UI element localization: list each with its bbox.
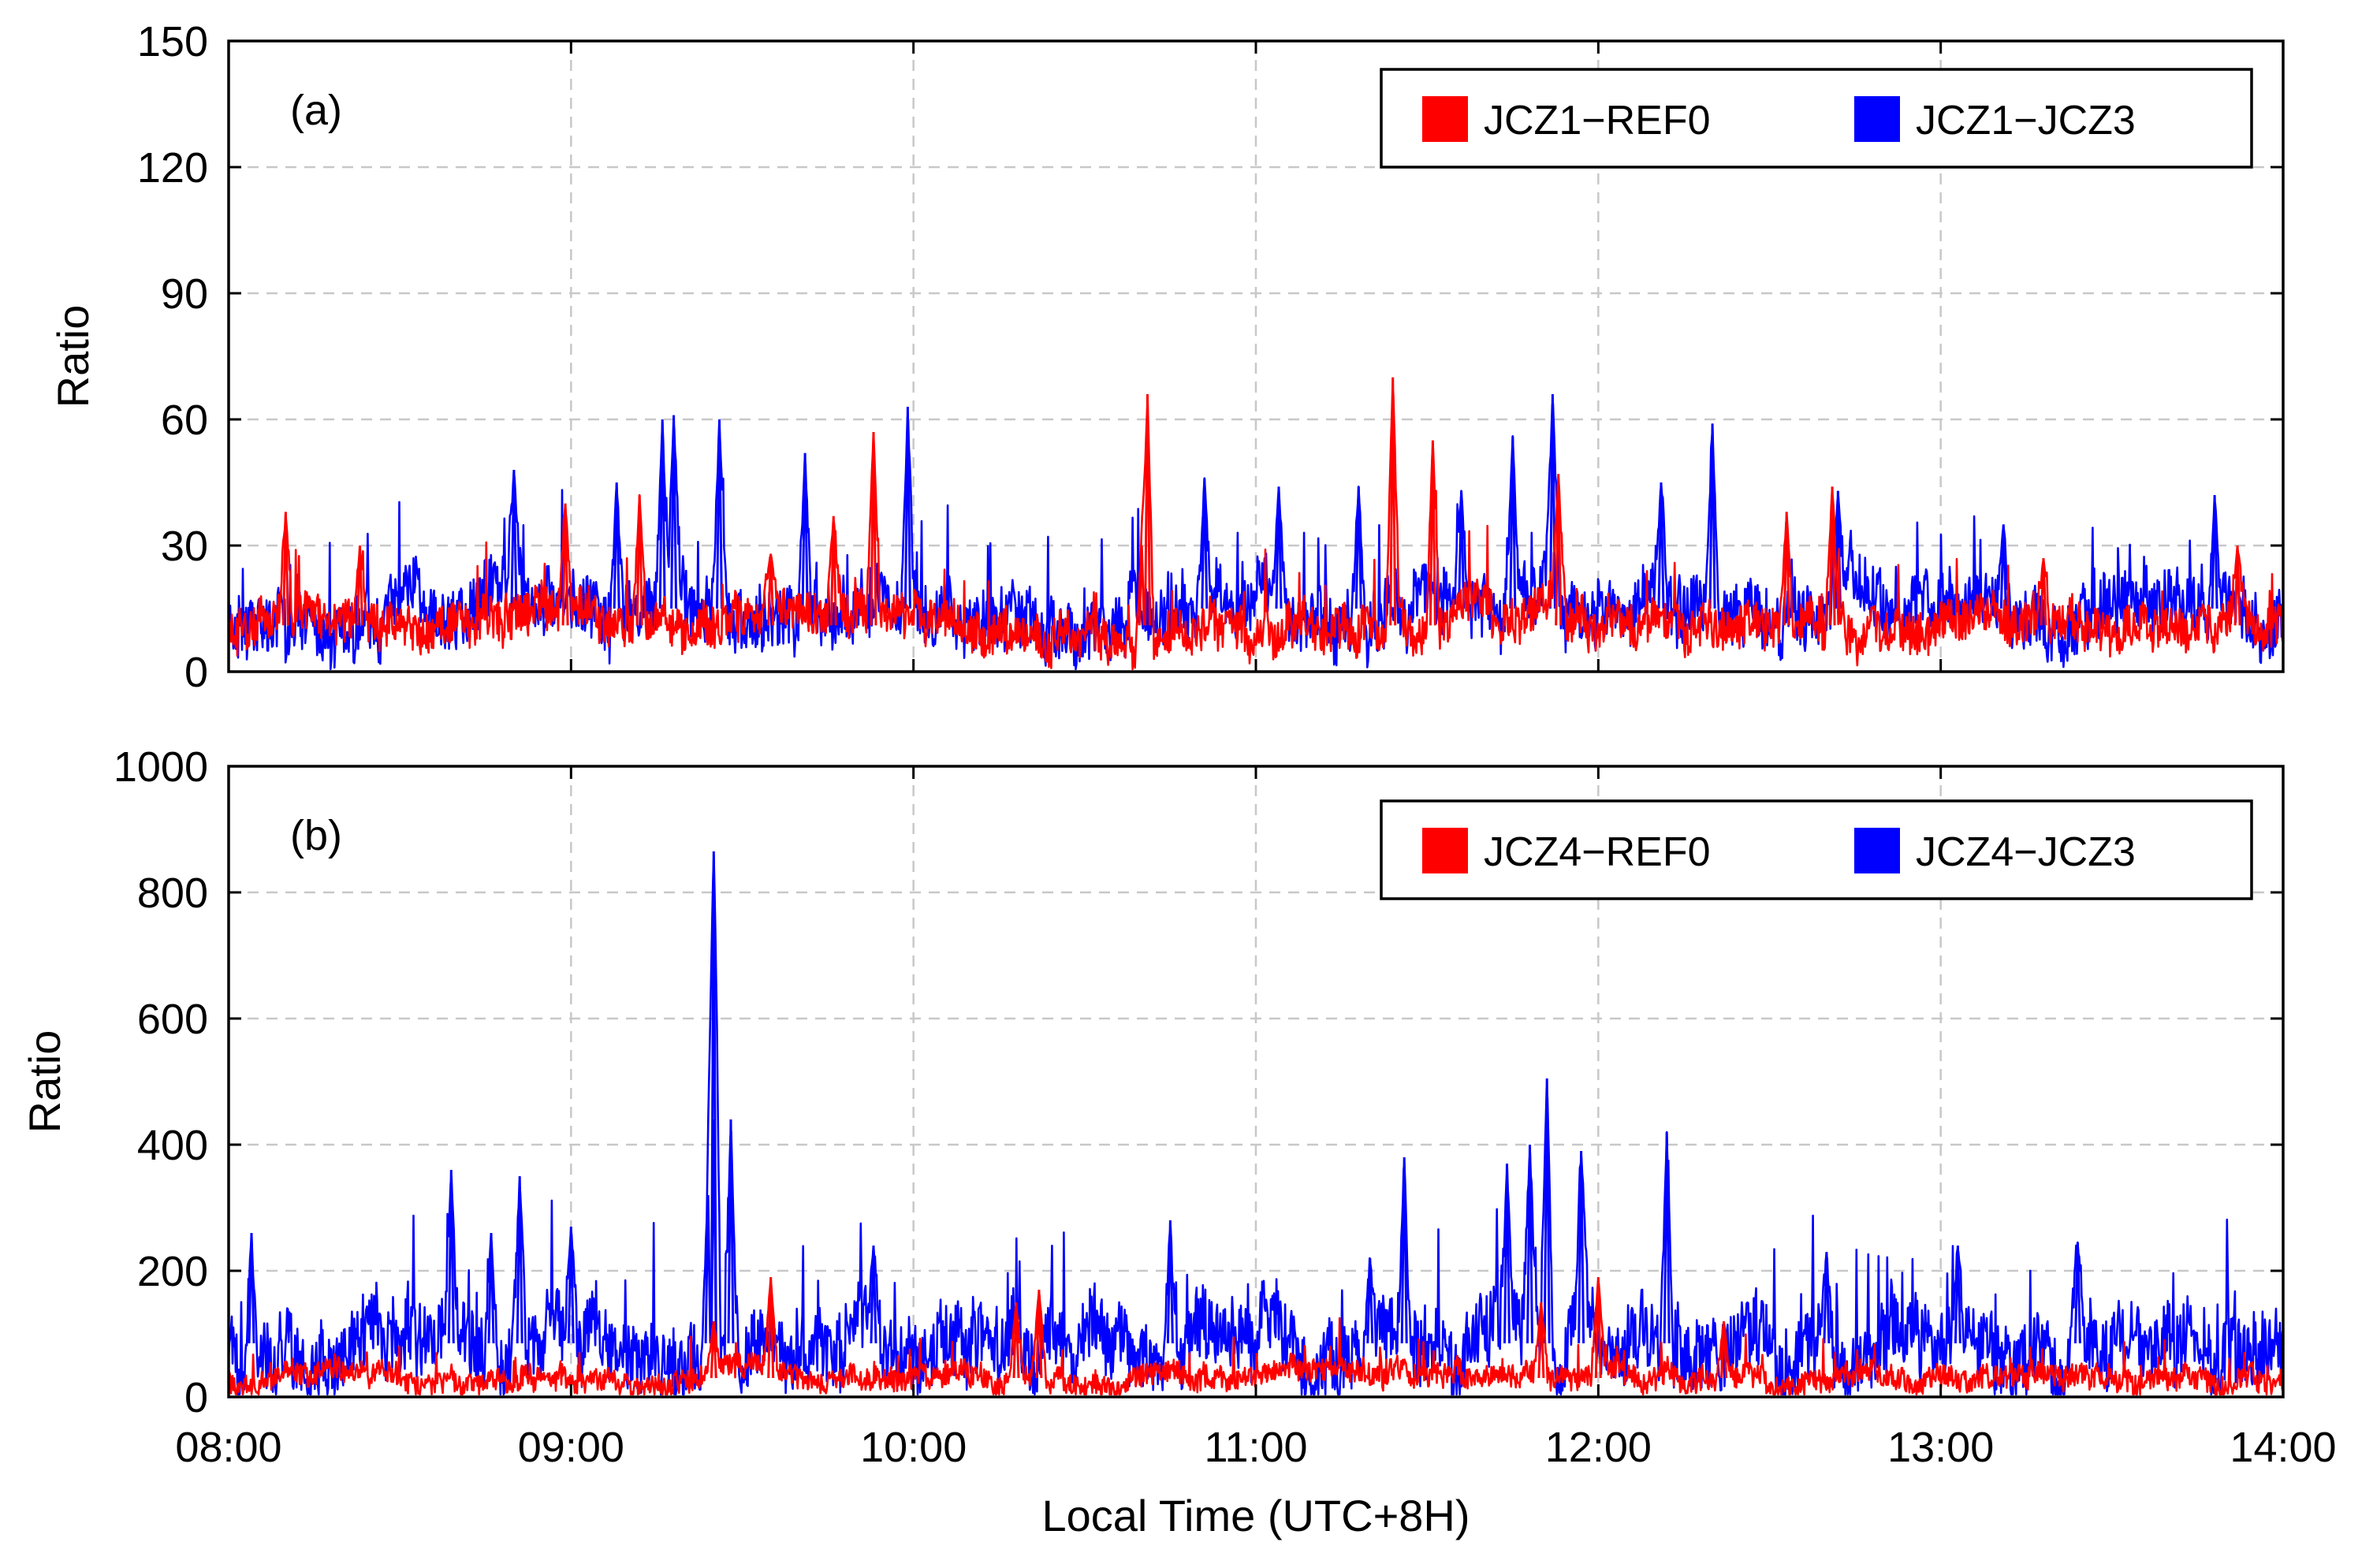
series-peak-jcz4-jcz3 — [727, 1119, 735, 1344]
panel-a-y-axis-label: Ratio — [48, 305, 98, 408]
panel-b-y-tick-labels: 0 200 400 600 800 1000 — [114, 743, 208, 1421]
panel-b-label: (b) — [290, 812, 342, 859]
series-peak-jcz1-ref0 — [870, 431, 877, 626]
series-peak-jcz1-jcz3 — [510, 469, 518, 609]
panel-b: 0 200 400 600 800 1000 08:00 09:00 10:00 11:00 12… — [20, 743, 2337, 1540]
series-peak-jcz1-ref0 — [561, 503, 569, 626]
panel-b-y-axis-label: Ratio — [20, 1030, 69, 1134]
x-tick-label: 10:00 — [860, 1424, 967, 1471]
series-peak-jcz1-jcz3 — [716, 419, 723, 609]
series-peak-jcz1-ref0 — [1828, 486, 1836, 626]
series-peak-jcz1-jcz3 — [903, 406, 911, 609]
series-line-jcz1-ref0 — [227, 386, 2285, 671]
series-peak-jcz4-jcz3 — [1954, 1245, 1961, 1344]
panel-b-ticks — [227, 765, 2285, 1399]
y-tick-label: 400 — [137, 1122, 208, 1169]
series-peak-jcz1-ref0 — [2233, 545, 2241, 626]
legend-swatch-jcz4-jcz3 — [1854, 828, 1900, 873]
y-tick-label: 0 — [184, 649, 208, 696]
y-tick-label: 30 — [161, 523, 208, 570]
series-peak-jcz4-ref0 — [1035, 1289, 1043, 1379]
series-peak-jcz4-jcz3 — [1543, 1078, 1551, 1344]
x-tick-label: 13:00 — [1887, 1424, 1994, 1471]
x-tick-label: 12:00 — [1545, 1424, 1652, 1471]
series-peak-jcz4-ref0 — [1594, 1276, 1602, 1379]
series-line-jcz1-jcz3 — [227, 402, 2285, 671]
series-peak-jcz4-jcz3 — [516, 1175, 523, 1344]
y-tick-label: 200 — [137, 1248, 208, 1295]
series-peak-jcz1-ref0 — [829, 516, 837, 626]
y-tick-label: 800 — [137, 870, 208, 917]
legend-swatch-jcz4-ref0 — [1422, 828, 1468, 873]
series-peak-jcz4-jcz3 — [1526, 1144, 1533, 1344]
panel-b-legend: JCZ4−REF0 JCZ4−JCZ3 — [1380, 799, 2253, 900]
series-peak-jcz4-jcz3 — [1823, 1251, 1831, 1344]
series-peak-jcz1-jcz3 — [1708, 423, 1716, 609]
y-tick-label: 150 — [137, 18, 208, 65]
x-axis-label: Local Time (UTC+8H) — [1041, 1491, 1470, 1540]
legend-label-jcz1-ref0: JCZ1−REF0 — [1484, 98, 1711, 143]
legend-label-jcz4-ref0: JCZ4−REF0 — [1484, 829, 1711, 875]
panel-a-label: (a) — [290, 87, 342, 134]
series-peak-jcz1-jcz3 — [1275, 486, 1283, 609]
series-peak-jcz1-jcz3 — [1999, 524, 2007, 609]
legend-swatch-jcz1-ref0 — [1422, 96, 1468, 142]
series-peak-jcz4-jcz3 — [447, 1169, 455, 1344]
x-tick-label: 11:00 — [1204, 1424, 1307, 1471]
legend-label-jcz4-jcz3: JCZ4−JCZ3 — [1916, 829, 2136, 875]
panel-a: 0 30 60 90 120 150 (a) Ratio JCZ1−REF0 JCZ1−J… — [48, 18, 2285, 696]
series-line-jcz4-jcz3 — [227, 854, 2285, 1396]
panel-a-series — [227, 377, 2285, 671]
y-tick-label: 60 — [161, 397, 208, 444]
panel-a-legend: JCZ1−REF0 JCZ1−JCZ3 — [1380, 68, 2253, 169]
y-tick-label: 600 — [137, 996, 208, 1043]
panel-b-legend-box — [1380, 799, 2253, 900]
series-peak-jcz4-jcz3 — [1400, 1156, 1408, 1344]
series-peak-jcz1-ref0 — [1555, 474, 1563, 626]
series-peak-jcz1-ref0 — [2040, 557, 2047, 626]
series-peak-jcz1-ref0 — [281, 512, 289, 626]
series-peak-jcz4-jcz3 — [1578, 1150, 1585, 1344]
series-peak-jcz1-jcz3 — [658, 419, 666, 609]
series-peak-jcz1-ref0 — [1783, 512, 1790, 626]
y-tick-label: 120 — [137, 144, 208, 192]
series-peak-jcz1-ref0 — [1144, 393, 1151, 626]
panel-b-x-tick-labels: 08:00 09:00 10:00 11:00 12:00 13:00 14:00 — [175, 1424, 2336, 1471]
series-peak-jcz4-jcz3 — [1166, 1220, 1174, 1344]
x-tick-label: 14:00 — [2230, 1424, 2336, 1471]
series-peak-jcz1-jcz3 — [801, 453, 809, 609]
series-peak-jcz1-ref0 — [1429, 440, 1436, 626]
legend-swatch-jcz1-jcz3 — [1854, 96, 1900, 142]
y-tick-label: 1000 — [114, 743, 208, 791]
series-peak-jcz1-jcz3 — [1657, 482, 1665, 609]
series-peak-jcz4-jcz3 — [710, 851, 717, 1344]
panel-a-legend-box — [1380, 68, 2253, 169]
series-peak-jcz1-ref0 — [1389, 377, 1397, 626]
x-tick-label: 09:00 — [518, 1424, 624, 1471]
series-peak-jcz4-jcz3 — [248, 1232, 255, 1344]
series-peak-jcz4-jcz3 — [567, 1226, 575, 1344]
series-peak-jcz1-jcz3 — [670, 415, 678, 609]
y-tick-label: 90 — [161, 270, 208, 318]
series-peak-jcz4-ref0 — [1720, 1320, 1728, 1379]
series-peak-jcz4-jcz3 — [1503, 1163, 1511, 1344]
series-peak-jcz4-ref0 — [767, 1276, 775, 1379]
panel-b-series — [227, 851, 2285, 1396]
series-peak-jcz1-jcz3 — [2211, 494, 2218, 609]
series-peak-jcz1-jcz3 — [613, 482, 620, 609]
series-peak-jcz4-jcz3 — [487, 1232, 495, 1344]
panel-a-ticks — [227, 39, 2285, 673]
panel-a-y-tick-labels: 0 30 60 90 120 150 — [137, 18, 208, 696]
legend-label-jcz1-jcz3: JCZ1−JCZ3 — [1916, 98, 2136, 143]
y-tick-label: 0 — [184, 1374, 208, 1421]
x-tick-label: 08:00 — [175, 1424, 281, 1471]
series-peak-jcz4-ref0 — [1012, 1302, 1020, 1379]
